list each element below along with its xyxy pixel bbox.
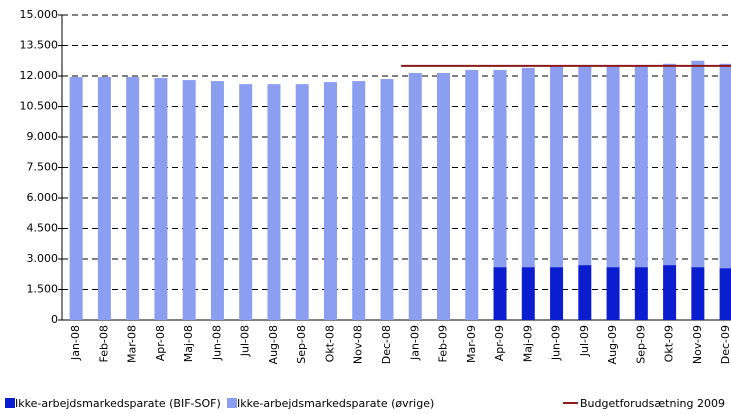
x-tick-label: Feb-09 — [437, 325, 450, 362]
bar — [691, 60, 705, 268]
bar — [493, 69, 507, 268]
y-tick-label: 15.000 — [20, 8, 59, 21]
bar — [295, 84, 309, 320]
bar — [352, 81, 366, 320]
x-tick-label: Mar-08 — [126, 325, 139, 363]
y-tick-label: 0 — [51, 313, 58, 326]
bar — [550, 65, 564, 268]
y-tick-label: 10.500 — [20, 100, 59, 113]
bar — [634, 65, 648, 268]
y-tick-label: 1.500 — [27, 283, 59, 296]
x-tick-label: Jun-09 — [550, 325, 563, 361]
x-tick-label: Aug-08 — [267, 325, 280, 364]
x-tick-label: Sep-09 — [634, 325, 647, 364]
bar — [634, 267, 648, 320]
bar — [239, 84, 253, 320]
x-tick-label: Dec-09 — [719, 325, 731, 364]
x-tick-label: Aug-09 — [606, 325, 619, 364]
bar — [719, 268, 731, 320]
y-tick-label: 13.500 — [20, 39, 59, 52]
x-tick-label: Okt-08 — [323, 325, 336, 362]
bar — [69, 77, 83, 321]
bar — [126, 77, 140, 321]
x-tick-label: Jan-08 — [69, 325, 82, 361]
bar — [606, 65, 620, 268]
x-tick-label: Sep-08 — [295, 325, 308, 364]
x-tick-label: Jan-09 — [408, 325, 421, 361]
bar — [493, 267, 507, 320]
legend-label: Ikke-arbejdsmarkedsparate (øvrige) — [237, 397, 434, 410]
x-tick-label: Jun-08 — [210, 325, 223, 361]
x-tick-label: Nov-08 — [352, 325, 365, 364]
x-tick-label: Maj-09 — [521, 325, 534, 362]
y-tick-label: 7.500 — [27, 161, 59, 174]
x-tick-label: Maj-08 — [182, 325, 195, 362]
bar — [408, 72, 422, 320]
x-tick-label: Feb-08 — [97, 325, 110, 362]
x-tick-label: Okt-09 — [663, 325, 676, 362]
legend-swatch — [227, 398, 237, 408]
y-tick-label: 4.500 — [27, 222, 59, 235]
x-tick-label: Mar-09 — [465, 325, 478, 363]
bar — [267, 84, 281, 320]
y-tick-label: 9.000 — [27, 130, 59, 143]
bar — [719, 63, 731, 269]
bar — [323, 82, 337, 320]
bar — [437, 72, 451, 320]
x-tick-label: Apr-09 — [493, 325, 506, 361]
bar — [182, 80, 196, 320]
legend-label: Budgetforudsætning 2009 — [580, 397, 725, 410]
legend-swatch — [5, 398, 15, 408]
legend-label: Ikke-arbejdsmarkedsparate (BIF-SOF) — [15, 397, 221, 410]
bar — [97, 77, 111, 321]
x-tick-label: Apr-08 — [154, 325, 167, 361]
bar — [154, 78, 168, 321]
bar — [550, 267, 564, 320]
bar — [465, 69, 479, 321]
bar — [578, 265, 592, 320]
bar — [606, 267, 620, 320]
bar — [521, 67, 535, 268]
bar — [578, 65, 592, 266]
bar — [210, 81, 224, 320]
x-tick-label: Nov-09 — [691, 325, 704, 364]
y-tick-label: 6.000 — [27, 191, 59, 204]
x-tick-label: Jul-08 — [239, 325, 252, 357]
y-tick-label: 12.000 — [20, 69, 59, 82]
y-tick-label: 3.000 — [27, 252, 59, 265]
bar — [691, 267, 705, 320]
x-tick-label: Jul-09 — [578, 325, 591, 357]
bar — [380, 79, 394, 320]
bar — [521, 267, 535, 320]
bar — [663, 265, 677, 320]
x-tick-label: Dec-08 — [380, 325, 393, 364]
bar — [663, 63, 677, 266]
